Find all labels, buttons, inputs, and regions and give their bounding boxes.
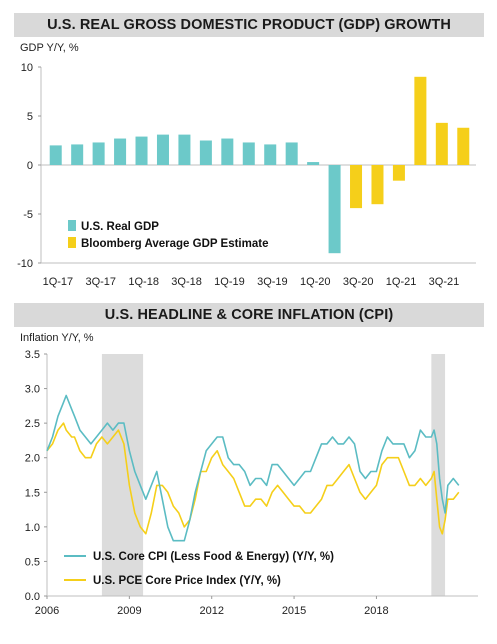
legend-label: U.S. PCE Core Price Index (Y/Y, %)	[93, 575, 281, 587]
y-tick-label: 2.0	[25, 453, 40, 465]
x-tick-label: 1Q-18	[128, 276, 159, 288]
y-tick-label: 0.5	[25, 556, 40, 568]
estimate-bar	[414, 76, 427, 165]
y-tick-label: 3.5	[25, 349, 40, 361]
chart2-ylabel: Inflation Y/Y, %	[20, 332, 94, 344]
gdp-bar	[92, 142, 105, 165]
gdp-bar	[49, 145, 62, 165]
x-tick-label: 2015	[282, 605, 306, 617]
y-tick-label: 1.0	[25, 522, 40, 534]
legend-swatch	[68, 220, 76, 231]
gdp-bar	[114, 138, 127, 165]
y-tick-label: -5	[23, 209, 33, 221]
x-tick-label: 3Q-19	[257, 276, 288, 288]
gdp-bar	[328, 165, 341, 254]
chart2-title: U.S. HEADLINE & CORE INFLATION (CPI)	[14, 303, 484, 327]
estimate-bar	[371, 165, 384, 205]
gdp-bar	[156, 134, 169, 165]
gdp-bar	[178, 134, 191, 165]
gdp-bar	[285, 142, 298, 165]
estimate-bar	[392, 165, 405, 181]
y-tick-label: 5	[27, 111, 33, 123]
gdp-bar	[71, 144, 84, 165]
x-tick-label: 1Q-19	[214, 276, 245, 288]
x-tick-label: 1Q-20	[300, 276, 331, 288]
y-tick-label: 2.5	[25, 418, 40, 430]
chart1-ylabel: GDP Y/Y, %	[20, 42, 79, 54]
x-tick-label: 3Q-20	[343, 276, 374, 288]
x-tick-label: 2012	[199, 605, 223, 617]
y-tick-label: 0	[27, 160, 33, 172]
gdp-bar	[307, 162, 320, 165]
x-tick-label: 3Q-17	[85, 276, 116, 288]
gdp-bar	[221, 138, 234, 165]
estimate-bar	[350, 165, 363, 209]
recession-shading	[431, 354, 446, 596]
y-tick-label: 10	[21, 62, 33, 74]
y-tick-label: 3.0	[25, 384, 40, 396]
x-tick-label: 3Q-18	[171, 276, 202, 288]
y-tick-label: 1.5	[25, 487, 40, 499]
gdp-bar	[199, 140, 212, 165]
legend-swatch	[68, 237, 76, 248]
x-tick-label: 2006	[35, 605, 59, 617]
x-tick-label: 2009	[117, 605, 141, 617]
legend-label: Bloomberg Average GDP Estimate	[81, 238, 268, 250]
x-tick-label: 3Q-21	[429, 276, 460, 288]
pce-core-line	[46, 422, 460, 535]
x-tick-label: 1Q-21	[386, 276, 417, 288]
x-tick-label: 2018	[364, 605, 388, 617]
estimate-bar	[435, 122, 448, 165]
y-tick-label: 0.0	[25, 591, 40, 603]
gdp-bar	[264, 144, 277, 165]
chart1-title: U.S. REAL GROSS DOMESTIC PRODUCT (GDP) G…	[14, 13, 484, 37]
x-tick-label: 1Q-17	[43, 276, 74, 288]
gdp-bar	[242, 142, 255, 165]
gdp-bar-chart: 10 5 0 -5 -10 1Q-17 3Q-17 1Q-18 3Q-18 1Q-19 3Q-19 1…	[17, 62, 476, 288]
estimate-bar	[457, 127, 470, 165]
gdp-bar	[135, 136, 148, 165]
y-tick-label: -10	[17, 258, 33, 270]
core-cpi-line	[46, 394, 460, 542]
legend-label: U.S. Core CPI (Less Food & Energy) (Y/Y,…	[93, 551, 334, 563]
legend-label: U.S. Real GDP	[81, 221, 159, 233]
